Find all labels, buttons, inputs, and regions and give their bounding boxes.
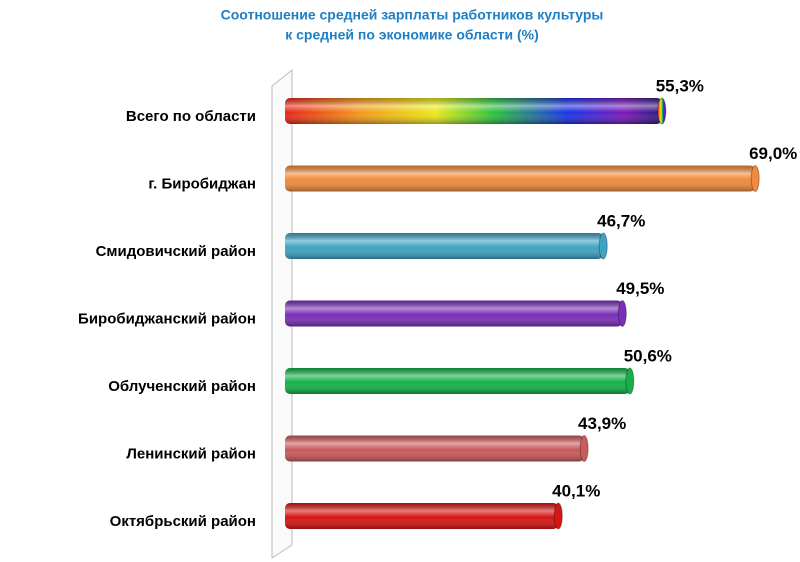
bar-shine [285, 435, 585, 462]
category-label: г. Биробиджан [148, 175, 256, 192]
bar-cap [750, 165, 760, 192]
value-label: 69,0% [749, 144, 797, 163]
bar-shine [285, 503, 559, 529]
axis-wall [271, 68, 293, 559]
category-label: Октябрьский район [110, 513, 256, 530]
category-label: Всего по области [126, 108, 256, 125]
bar-shine [285, 165, 756, 192]
category-label: Облученский район [108, 378, 256, 395]
bar-cap [617, 300, 627, 327]
bar-shine [285, 368, 630, 394]
category-label: Ленинский район [126, 445, 256, 462]
value-label: 43,9% [578, 414, 626, 433]
chart-title: Соотношение средней зарплаты работников … [221, 7, 604, 23]
bar-shine [285, 233, 604, 259]
value-label: 40,1% [552, 481, 600, 500]
category-label: Смидовичский район [96, 243, 256, 260]
value-label: 55,3% [656, 76, 704, 95]
value-label: 50,6% [624, 346, 672, 365]
bar-cap [553, 502, 563, 530]
bar-shine [285, 98, 662, 124]
bar-cap [625, 367, 635, 395]
bar-cap [657, 97, 667, 125]
bar-shine [285, 300, 623, 327]
value-label: 46,7% [597, 211, 645, 230]
category-label: Биробиджанский район [78, 310, 256, 327]
value-label: 49,5% [616, 279, 664, 298]
chart-title: к средней по экономике области (%) [285, 27, 539, 43]
bar-cap [598, 232, 608, 260]
bar-cap [579, 435, 589, 462]
